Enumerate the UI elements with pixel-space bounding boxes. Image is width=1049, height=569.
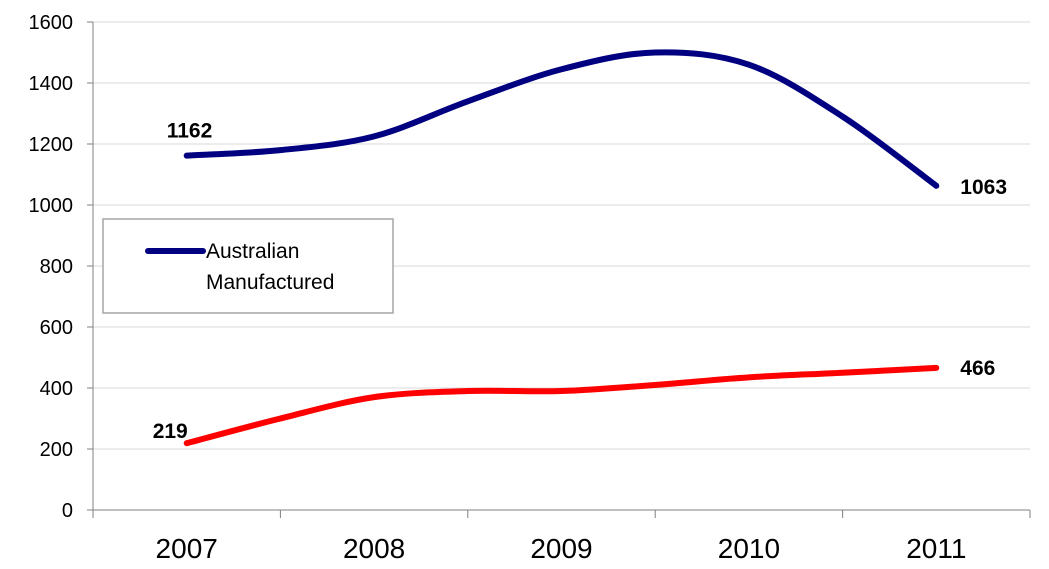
data-label: 466: [960, 357, 995, 380]
y-tick-label: 1200: [29, 134, 74, 156]
y-tick-label: 200: [40, 439, 73, 461]
data-label: 1162: [167, 120, 213, 143]
data-labels: 1162 1063 219 466: [153, 120, 1007, 444]
y-tick-label: 1600: [29, 12, 74, 34]
x-tick-label: 2007: [156, 533, 218, 564]
x-tick-label: 2009: [530, 533, 592, 564]
x-tick-label: 2010: [718, 533, 780, 564]
y-tick-label: 1400: [29, 73, 74, 95]
axes: 0 200 400 600 800 1000 1200 1400 1600 2007 2008 200…: [29, 12, 1031, 564]
data-label: 1063: [960, 176, 1007, 199]
legend-box: [102, 218, 394, 314]
legend-label-line2: Manufactured: [206, 271, 334, 294]
x-tick-label: 2011: [906, 533, 966, 564]
y-tick-label: 800: [40, 256, 73, 278]
y-tick-label: 600: [40, 317, 73, 339]
y-tick-label: 400: [40, 378, 73, 400]
data-label: 219: [153, 420, 188, 443]
x-tick-label: 2008: [343, 533, 405, 564]
series-lines: [183, 49, 940, 447]
series-line-1: [183, 364, 940, 447]
series-line-0: [183, 49, 940, 189]
y-tick-label: 0: [62, 500, 73, 522]
y-tick-label: 1000: [29, 195, 74, 217]
legend: Australian Manufactured: [102, 218, 394, 314]
legend-label-line1: Australian: [206, 240, 299, 263]
